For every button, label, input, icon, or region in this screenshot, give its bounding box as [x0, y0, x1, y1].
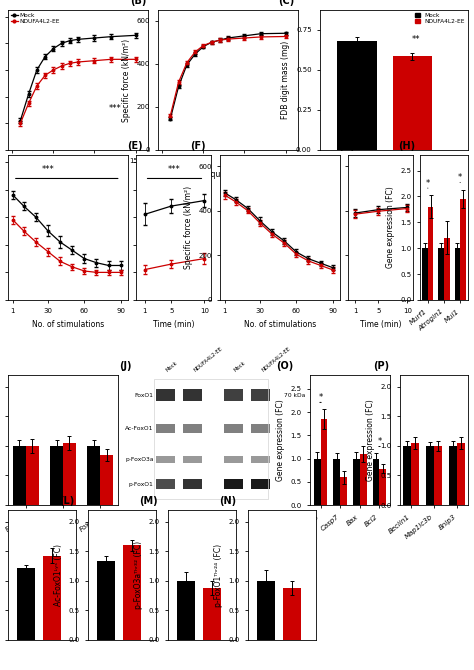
Bar [393, 56, 432, 150]
Bar [460, 199, 466, 300]
Bar [373, 458, 380, 505]
Text: (P): (P) [373, 361, 389, 371]
Text: FoxO1: FoxO1 [135, 393, 154, 398]
Y-axis label: Gene expression (FC): Gene expression (FC) [386, 187, 395, 269]
Text: (B): (B) [130, 0, 146, 6]
Text: *: * [458, 173, 462, 182]
Bar [156, 424, 175, 433]
Text: *: * [426, 178, 430, 188]
Bar [156, 456, 175, 464]
Text: ***: *** [42, 165, 55, 174]
Text: (N): (N) [219, 496, 237, 506]
Text: *: * [377, 438, 382, 446]
Y-axis label: Gene expression (FC): Gene expression (FC) [276, 399, 285, 481]
Y-axis label: FDB digit mass (mg): FDB digit mass (mg) [282, 41, 291, 119]
Bar [422, 248, 428, 300]
Bar [257, 581, 274, 640]
Bar [411, 443, 419, 505]
Text: NDUFA4L2-EE: NDUFA4L2-EE [192, 346, 223, 373]
Bar [434, 446, 442, 505]
Bar [224, 424, 243, 433]
Text: ***: *** [168, 165, 181, 174]
Bar [26, 446, 39, 505]
Bar [337, 41, 377, 150]
Bar [438, 248, 444, 300]
Bar [333, 458, 340, 505]
X-axis label: No. of stimulations: No. of stimulations [244, 320, 316, 329]
Bar [360, 454, 367, 505]
Bar [156, 389, 175, 401]
Y-axis label: Specific force (kN/m²): Specific force (kN/m²) [183, 186, 192, 269]
Bar [457, 443, 465, 505]
Bar [224, 389, 243, 401]
Bar [283, 588, 301, 640]
Bar [183, 456, 202, 464]
Bar [183, 479, 202, 489]
Y-axis label: Specific force (kN/m²): Specific force (kN/m²) [122, 38, 131, 121]
Text: Mock: Mock [233, 360, 247, 373]
X-axis label: Time (min): Time (min) [360, 320, 401, 329]
Bar [100, 455, 113, 505]
Bar [251, 456, 270, 464]
Text: (C): (C) [279, 0, 295, 6]
Legend: Mock, NDUFA4L2-EE: Mock, NDUFA4L2-EE [11, 13, 60, 24]
Bar [203, 588, 221, 640]
Text: (F): (F) [190, 141, 206, 151]
X-axis label: No. of stimulations: No. of stimulations [32, 320, 104, 329]
Bar [87, 446, 100, 505]
Bar [17, 568, 35, 640]
Text: ***: *** [109, 104, 121, 113]
Text: (M): (M) [139, 496, 158, 506]
Bar [380, 469, 386, 505]
Bar [63, 443, 76, 505]
Text: (G): (G) [338, 141, 355, 151]
Bar [50, 446, 63, 505]
Bar [320, 419, 328, 505]
Bar [183, 389, 202, 401]
Bar [224, 456, 243, 464]
Bar [403, 446, 411, 505]
Bar [449, 446, 457, 505]
Y-axis label: Ac-FoxO1ᴸʸˢ (FC): Ac-FoxO1ᴸʸˢ (FC) [54, 544, 63, 606]
Text: (J): (J) [119, 361, 132, 371]
Text: *: * [319, 393, 323, 402]
Bar [224, 479, 243, 489]
Bar [251, 389, 270, 401]
Bar [314, 458, 320, 505]
Bar [353, 458, 360, 505]
Bar [340, 477, 347, 505]
Bar [97, 561, 115, 640]
Legend: Mock, NDUFA4L2-EE: Mock, NDUFA4L2-EE [415, 13, 465, 24]
Text: (L): (L) [59, 496, 75, 506]
Text: NDUFA4L2-EE: NDUFA4L2-EE [261, 346, 292, 373]
Bar [183, 424, 202, 433]
Bar [13, 446, 26, 505]
X-axis label: Frequency (Hz): Frequency (Hz) [199, 170, 257, 179]
Text: (H): (H) [399, 141, 416, 151]
Text: **: ** [412, 36, 420, 44]
X-axis label: Frequency (Hz): Frequency (Hz) [49, 170, 107, 179]
Bar [428, 207, 434, 300]
Text: p-FoxO1: p-FoxO1 [128, 482, 154, 486]
Y-axis label: p-FoxO1ᵀʰʳ²⁴ (FC): p-FoxO1ᵀʰʳ²⁴ (FC) [214, 543, 223, 606]
Text: Mock: Mock [165, 360, 179, 373]
Bar [251, 479, 270, 489]
Y-axis label: Gene expression (FC): Gene expression (FC) [366, 399, 375, 481]
Bar [177, 581, 195, 640]
Bar [44, 555, 61, 640]
Text: Ac-FoxO1: Ac-FoxO1 [125, 426, 154, 431]
Bar [156, 479, 175, 489]
Bar [251, 424, 270, 433]
Text: (E): (E) [127, 141, 143, 151]
Bar [426, 446, 434, 505]
Y-axis label: p-FoxO3aᵀʰʳ³² (FC): p-FoxO3aᵀʰʳ³² (FC) [134, 541, 143, 609]
Bar [124, 545, 141, 640]
Text: (O): (O) [276, 361, 294, 371]
Text: p-FoxO3a: p-FoxO3a [125, 457, 154, 462]
Bar [455, 248, 460, 300]
Bar [155, 379, 268, 498]
Bar [444, 238, 450, 300]
X-axis label: Time (min): Time (min) [153, 320, 194, 329]
Text: 70 kDa: 70 kDa [284, 393, 306, 398]
